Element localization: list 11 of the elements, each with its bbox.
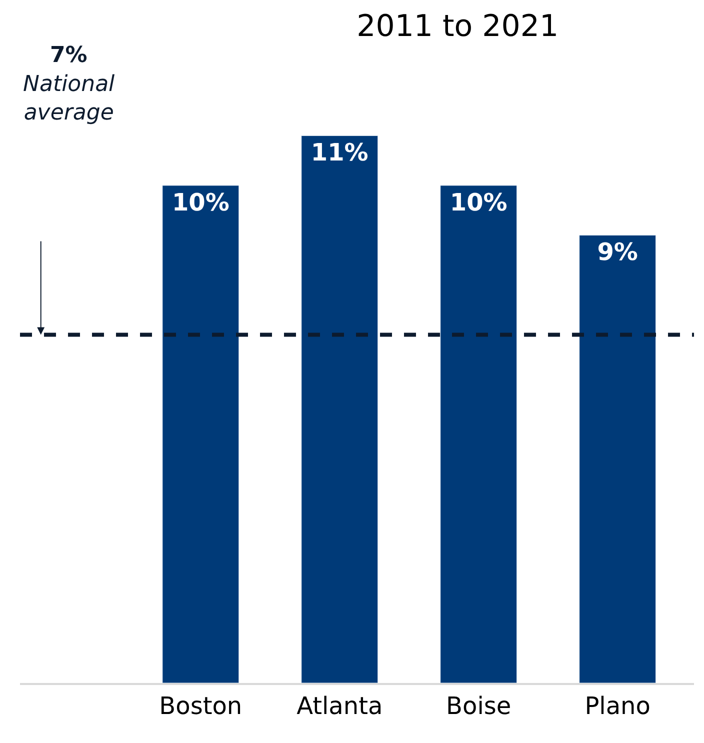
- ref-line-label: 7%: [50, 43, 88, 68]
- data-label: 10%: [450, 188, 508, 216]
- x-tick-label: Boston: [159, 692, 242, 720]
- data-label: 9%: [597, 238, 638, 266]
- data-label: 10%: [172, 188, 230, 216]
- x-tick-label: Atlanta: [296, 692, 383, 720]
- data-label: 11%: [310, 138, 368, 167]
- text: National average: [23, 72, 115, 126]
- x-tick-label: Boise: [446, 692, 512, 720]
- x-tick-label: Plano: [584, 692, 650, 720]
- chart-title: 2011 to 2021: [356, 8, 559, 44]
